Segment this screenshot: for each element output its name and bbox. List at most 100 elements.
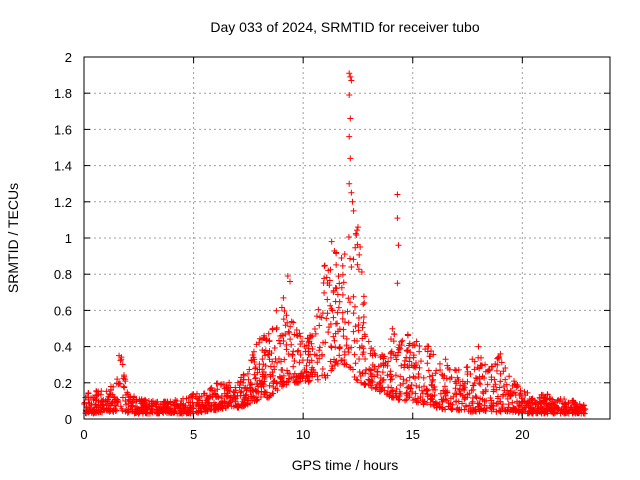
data-point [108,400,115,407]
y-tick-label: 1.6 [54,122,72,137]
chart-title: Day 033 of 2024, SRMTID for receiver tub… [210,19,479,35]
data-point [412,375,419,382]
data-point [293,327,300,334]
data-point [406,358,413,365]
y-tick-label: 1.2 [54,195,72,210]
data-point [95,404,102,411]
data-point [361,299,368,306]
data-point [148,403,155,410]
data-point [217,400,224,407]
data-point [247,400,254,407]
data-point [327,320,334,327]
data-point [354,377,361,384]
data-point [497,350,504,357]
data-point [424,360,431,367]
data-point [272,355,279,362]
data-point [335,304,342,311]
data-point [285,351,292,358]
data-point [274,359,281,366]
data-point [152,408,159,415]
data-point [390,338,397,345]
axis-ticks [83,56,610,420]
data-point [403,377,410,384]
data-point [350,293,357,300]
data-point [419,390,426,397]
data-point [503,381,510,388]
data-point [488,400,495,407]
data-point [455,366,462,373]
data-point [377,388,384,395]
data-point [85,399,92,406]
data-point [291,357,298,364]
data-point [415,374,422,381]
data-point [377,382,384,389]
data-point [384,390,391,397]
data-point [504,387,511,394]
data-point [187,393,194,400]
data-point [259,356,266,363]
data-point [346,70,353,77]
data-point [348,77,355,84]
data-point [158,405,165,412]
data-point [238,388,245,395]
data-point [235,400,242,407]
data-point [266,348,273,355]
data-point [118,356,125,363]
data-point [346,180,353,187]
data-point [394,191,401,198]
data-point [121,384,128,391]
data-point [470,386,477,393]
data-point [347,73,354,80]
data-point [479,362,486,369]
data-point [444,365,451,372]
data-point [523,400,530,407]
data-point [120,383,127,390]
data-point [404,363,411,370]
data-point [261,332,268,339]
data-point [410,397,417,404]
data-point [571,409,578,416]
data-point [270,380,277,387]
data-point [455,398,462,405]
data-point [389,394,396,401]
data-point [287,336,294,343]
data-point [85,390,92,397]
data-point [92,409,99,416]
data-point [404,332,411,339]
data-point [250,348,257,355]
data-point [331,362,338,369]
data-point [413,338,420,345]
data-point [323,274,330,281]
data-point [522,408,529,415]
data-point [472,408,479,415]
data-point [456,406,463,413]
data-point [321,275,328,282]
data-point [343,342,350,349]
data-point [360,301,367,308]
data-point [358,269,365,276]
data-point [413,382,420,389]
data-point [304,373,311,380]
data-point [437,390,444,397]
data-point [326,324,333,331]
data-point [429,372,436,379]
data-point [439,405,446,412]
x-tick-label: 0 [80,427,87,442]
data-point [278,332,285,339]
data-point [97,402,104,409]
data-point [305,345,312,352]
data-point [398,342,405,349]
data-point [256,361,263,368]
data-point [283,312,290,319]
data-point [352,323,359,330]
data-point [545,401,552,408]
data-point [416,342,423,349]
data-point [279,367,286,374]
data-point [371,363,378,370]
data-point [327,343,334,350]
data-point [394,352,401,359]
data-point [385,384,392,391]
data-point [339,262,346,269]
data-point [338,255,345,262]
